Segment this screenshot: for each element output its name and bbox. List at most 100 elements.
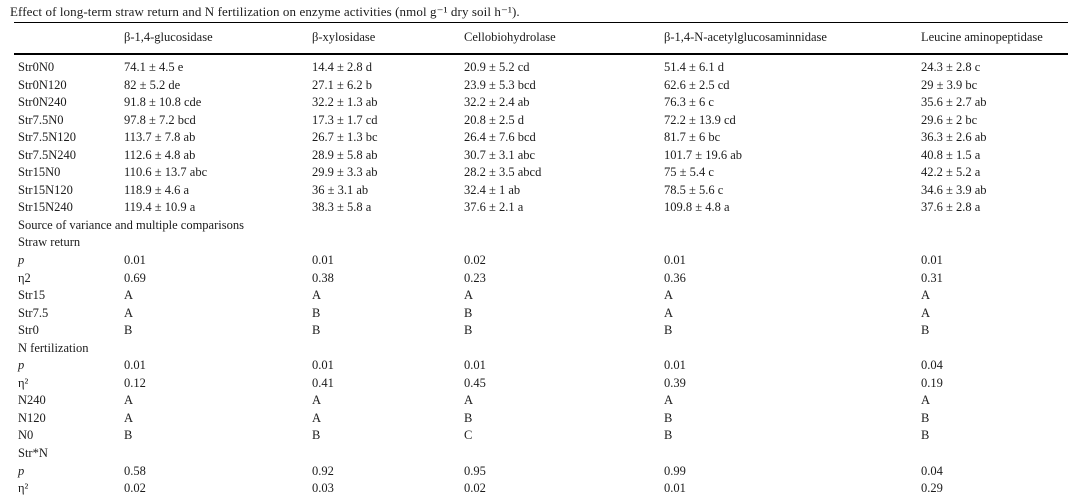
table-row: Str15 A A A A A — [14, 287, 1068, 305]
table-cell: 0.02 — [464, 480, 664, 501]
table-cell: 112.6 ± 4.8 ab — [124, 147, 196, 162]
table-cell: B — [464, 323, 473, 338]
table-row: N0 B B C B B — [14, 427, 1068, 445]
table-cell: 0.02 — [124, 480, 312, 501]
table-cell: 29.9 ± 3.3 ab — [312, 165, 378, 180]
table-cell: A — [664, 305, 674, 320]
table-cell: 42.2 ± 5.2 a — [921, 165, 981, 180]
section-row: Straw return — [14, 234, 1068, 252]
row-label: Str*N — [18, 446, 48, 461]
table-cell: B — [312, 323, 321, 338]
table-cell: 24.3 ± 2.8 c — [921, 60, 981, 74]
table-cell: 0.38 — [312, 270, 334, 285]
table-cell: 20.8 ± 2.5 d — [464, 112, 524, 127]
table-row: Str15N0 110.6 ± 13.7 abc 29.9 ± 3.3 ab 28.2… — [14, 164, 1068, 182]
table-cell: A — [664, 288, 674, 303]
table-cell: 0.31 — [921, 270, 943, 285]
table-header: β-1,4-glucosidase β-xylosidase Cellobioh… — [14, 22, 1068, 55]
table-cell: 0.01 — [312, 253, 334, 268]
row-label: Str15N120 — [18, 182, 73, 197]
table-cell: B — [664, 410, 673, 425]
table-cell: A — [464, 393, 474, 408]
table-cell: A — [312, 393, 322, 408]
table-cell: 32.4 ± 1 ab — [464, 182, 521, 197]
table-cell: 74.1 ± 4.5 e — [124, 60, 184, 74]
table-cell: 0.23 — [464, 270, 486, 285]
row-label: Str0N0 — [18, 60, 55, 74]
table-cell: 28.2 ± 3.5 abcd — [464, 165, 542, 180]
table-row: Str0N240 91.8 ± 10.8 cde 32.2 ± 1.3 ab 32.2… — [14, 94, 1068, 112]
table-cell: B — [312, 428, 321, 443]
table-cell: 38.3 ± 5.8 a — [312, 200, 372, 215]
table-row: p 0.58 0.92 0.95 0.99 0.04 — [14, 463, 1068, 481]
row-label: p — [18, 358, 25, 373]
table-cell: 34.6 ± 3.9 ab — [921, 182, 987, 197]
table-cell: 27.1 ± 6.2 b — [312, 77, 372, 92]
table-cell: B — [664, 428, 673, 443]
table-row: Str0 B B B B B — [14, 322, 1068, 340]
table-row: Str7.5N240 112.6 ± 4.8 ab 28.9 ± 5.8 ab 30.… — [14, 147, 1068, 165]
table-cell: 0.01 — [664, 358, 686, 373]
table-cell: B — [921, 410, 930, 425]
table-cell: 37.6 ± 2.1 a — [464, 200, 524, 215]
row-label: Str7.5N0 — [18, 112, 64, 127]
table-cell: 32.2 ± 1.3 ab — [312, 95, 378, 110]
table-cell: 0.69 — [124, 270, 146, 285]
row-label: N0 — [18, 428, 34, 443]
row-label: Str15 — [18, 288, 46, 303]
row-label: Str7.5 — [18, 305, 49, 320]
row-label: Str0N240 — [18, 95, 67, 110]
table-cell: 29 ± 3.9 bc — [921, 77, 978, 92]
table-row: Str7.5N120 113.7 ± 7.8 ab 26.7 ± 1.3 bc 26.… — [14, 129, 1068, 147]
table-cell: 119.4 ± 10.9 a — [124, 200, 196, 215]
table-cell: 36 ± 3.1 ab — [312, 182, 369, 197]
table-row: Str0N120 82 ± 5.2 de 27.1 ± 6.2 b 23.9 ± 5.… — [14, 77, 1068, 95]
table-row: η2 0.69 0.38 0.23 0.36 0.31 — [14, 270, 1068, 288]
table-cell: 0.04 — [921, 463, 943, 478]
table-cell: A — [921, 305, 931, 320]
table-cell: 30.7 ± 3.1 abc — [464, 147, 536, 162]
table-body: Str0N0 74.1 ± 4.5 e 14.4 ± 2.8 d 20.9 ± 5.2… — [14, 54, 1068, 501]
table-cell: 75 ± 5.4 c — [664, 165, 714, 180]
table-cell: 76.3 ± 6 c — [664, 95, 714, 110]
table-cell: 0.39 — [664, 375, 686, 390]
header-row: β-1,4-glucosidase β-xylosidase Cellobioh… — [14, 22, 1068, 55]
table-cell: 0.01 — [464, 358, 486, 373]
table-row: N240 A A A A A — [14, 392, 1068, 410]
table-cell: A — [312, 410, 322, 425]
table-row: Str15N240 119.4 ± 10.9 a 38.3 ± 5.8 a 37.6 … — [14, 199, 1068, 217]
table-cell: 0.12 — [124, 375, 146, 390]
row-label: N240 — [18, 393, 46, 408]
table-caption: Effect of long-term straw return and N f… — [10, 4, 520, 19]
table-cell: 17.3 ± 1.7 cd — [312, 112, 378, 127]
table-cell: 0.99 — [664, 463, 686, 478]
table-cell: 97.8 ± 7.2 bcd — [124, 112, 196, 127]
row-label: Source of variance and multiple comparis… — [18, 217, 244, 232]
row-label: p — [18, 253, 25, 268]
row-label: Str15N0 — [18, 165, 61, 180]
table-cell: 0.41 — [312, 375, 334, 390]
table-row: Str7.5 A B B A A — [14, 305, 1068, 323]
table-row: η² 0.12 0.41 0.45 0.39 0.19 — [14, 375, 1068, 393]
table-cell: 37.6 ± 2.8 a — [921, 200, 981, 215]
table-cell: 20.9 ± 5.2 cd — [464, 60, 530, 74]
table-cell: 0.19 — [921, 375, 943, 390]
table-row: Str0N0 74.1 ± 4.5 e 14.4 ± 2.8 d 20.9 ± 5.2… — [14, 54, 1068, 77]
header-empty-cell — [14, 23, 124, 55]
table-cell: 23.9 ± 5.3 bcd — [464, 77, 536, 92]
table-cell: B — [464, 305, 473, 320]
section-row: Source of variance and multiple comparis… — [14, 217, 1068, 235]
table-cell: 26.7 ± 1.3 bc — [312, 130, 378, 145]
column-header-leucine-aminopeptidase: Leucine aminopeptidase — [921, 30, 1043, 44]
row-label: p — [18, 463, 25, 478]
row-label: η² — [18, 375, 29, 390]
table-cell: 0.01 — [124, 253, 146, 268]
table-cell: 118.9 ± 4.6 a — [124, 182, 190, 197]
table-cell: A — [312, 288, 322, 303]
table-cell: 36.3 ± 2.6 ab — [921, 130, 987, 145]
row-label: Straw return — [18, 235, 81, 250]
table-cell: 0.02 — [464, 253, 486, 268]
table-cell: B — [124, 323, 133, 338]
table-cell: 62.6 ± 2.5 cd — [664, 77, 730, 92]
